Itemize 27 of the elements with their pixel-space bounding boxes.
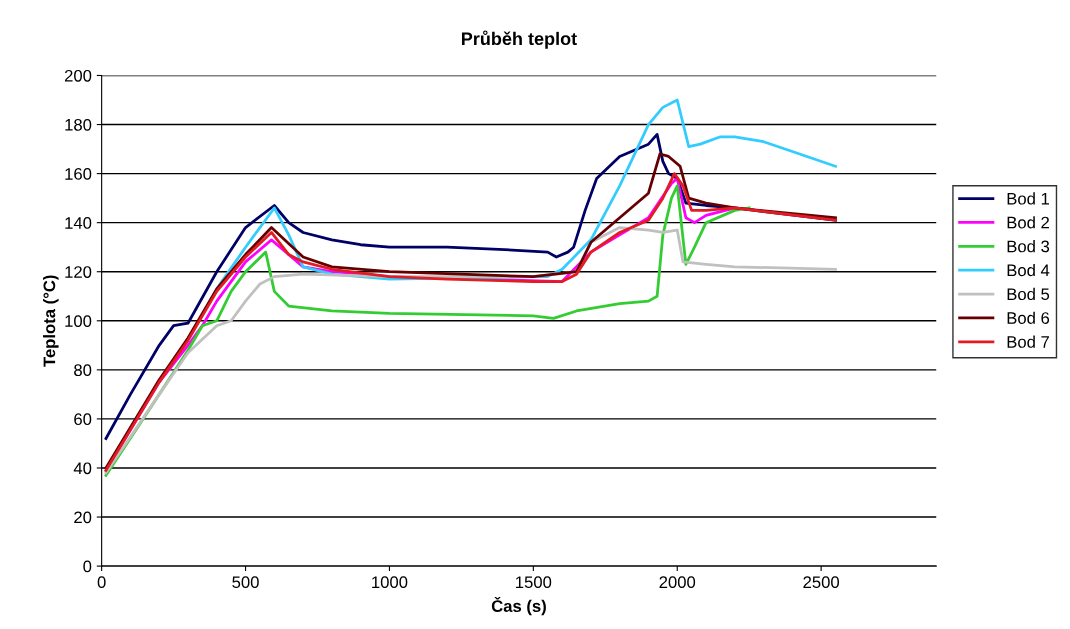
y-tick-label: 100 — [65, 315, 92, 327]
x-tick-label: 0 — [97, 576, 106, 589]
x-tick-label: 1500 — [516, 576, 552, 589]
legend-label: Bod 2 — [1007, 216, 1049, 229]
x-axis-title: Čas (s) — [491, 596, 546, 616]
y-tick-label: 80 — [74, 364, 92, 377]
y-tick-label: 40 — [73, 462, 92, 475]
y-tick-label: 180 — [65, 118, 92, 131]
legend-label: Bod 7 — [1007, 335, 1049, 348]
x-tick-label: 2500 — [803, 576, 840, 589]
legend-label: Bod 6 — [1007, 311, 1050, 324]
y-tick-label: 120 — [65, 266, 92, 278]
legend-label: Bod 1 — [1007, 192, 1049, 205]
y-tick-label: 140 — [65, 217, 92, 229]
x-tick-label: 500 — [232, 576, 259, 589]
y-tick-label: 0 — [83, 560, 92, 573]
chart-title: Průběh teplot — [461, 30, 577, 49]
y-tick-label: 20 — [74, 511, 92, 524]
legend-label: Bod 3 — [1007, 240, 1050, 253]
x-tick-label: 2000 — [659, 576, 696, 589]
y-tick-label: 200 — [64, 69, 92, 82]
y-tick-label: 160 — [65, 168, 92, 180]
y-tick-label: 60 — [74, 413, 92, 426]
x-tick-label: 1000 — [372, 576, 408, 589]
y-axis-title: Teplota (°C) — [43, 275, 59, 367]
legend-label: Bod 5 — [1007, 287, 1050, 301]
legend-label: Bod 4 — [1007, 263, 1050, 277]
